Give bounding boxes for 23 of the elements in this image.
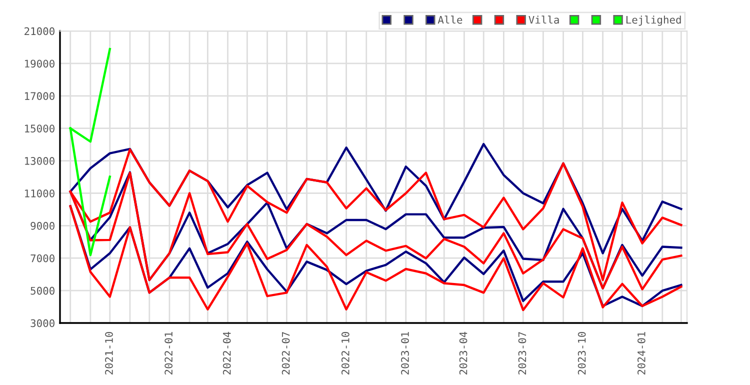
x-tick-label: 2022-01: [164, 332, 173, 374]
legend-label: Lejlighed: [626, 16, 681, 26]
y-tick-label: 5000: [30, 286, 54, 295]
x-tick-label: 2023-04: [459, 332, 468, 374]
y-tick-label: 3000: [30, 319, 54, 328]
x-tick-label: 2023-01: [401, 332, 409, 374]
x-tick-label: 2024-01: [637, 332, 646, 374]
y-tick-label: 11000: [25, 189, 54, 198]
y-tick-label: 19000: [25, 60, 54, 68]
y-tick-label: 9000: [30, 222, 54, 230]
x-tick-label: 2022-07: [282, 332, 290, 374]
x-tick-label: 2022-10: [341, 332, 350, 374]
x-tick-label: 2021-10: [105, 332, 113, 374]
legend-label: Villa: [528, 16, 559, 24]
x-tick-label: 2022-04: [222, 332, 231, 374]
y-tick-label: 7000: [30, 254, 54, 262]
x-tick-label: 2023-07: [518, 332, 526, 374]
y-tick-label: 21000: [24, 27, 54, 36]
x-tick-label: 2023-10: [578, 332, 586, 374]
y-tick-label: 17000: [25, 92, 54, 100]
y-tick-label: 15000: [25, 124, 54, 132]
legend-label: Alle: [438, 16, 462, 24]
y-tick-label: 13000: [25, 157, 54, 165]
